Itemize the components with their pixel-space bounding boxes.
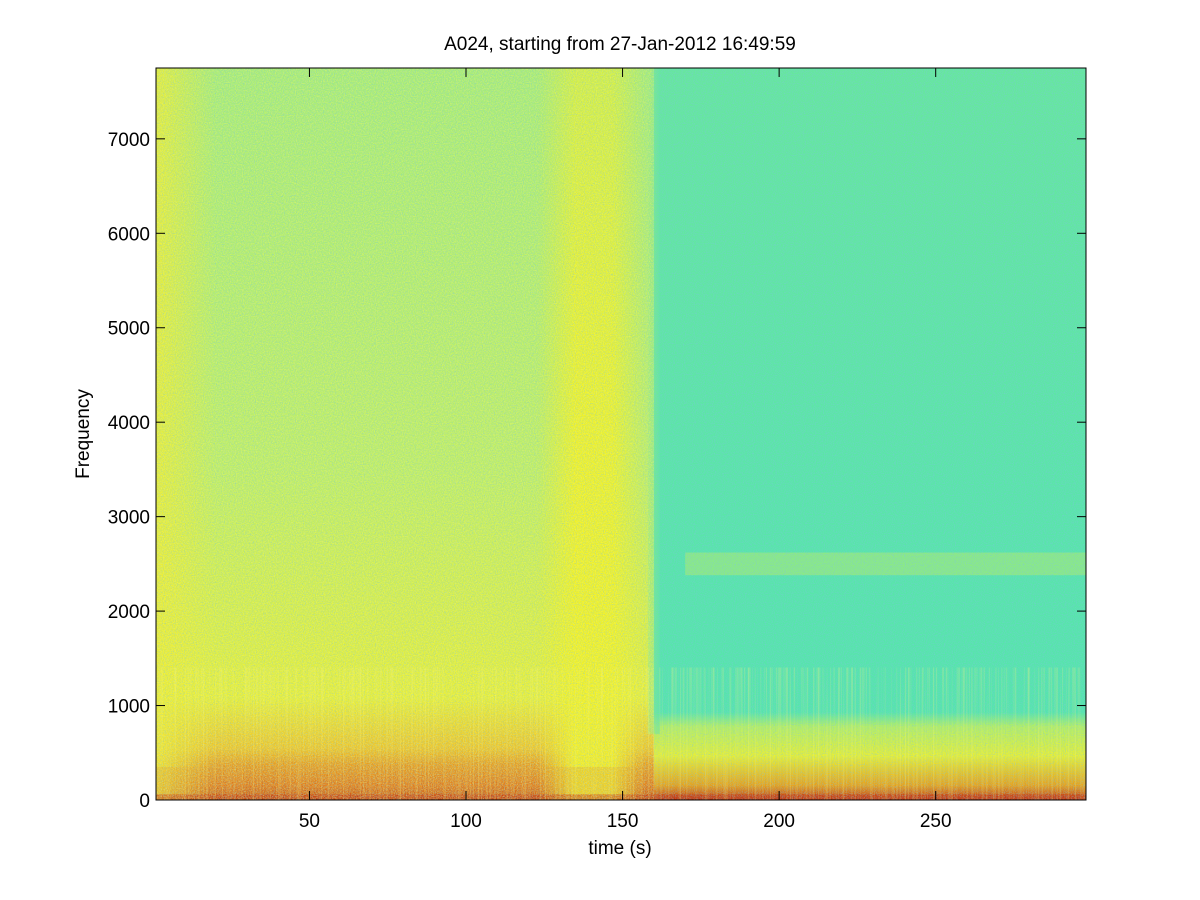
spectrogram-image [156,68,1086,800]
x-tick-label: 200 [763,811,795,832]
x-tick-label: 100 [450,811,482,832]
plot-area [155,67,1087,801]
y-tick-label: 5000 [108,319,150,340]
x-tick-label: 150 [607,811,639,832]
y-tick-label: 2000 [108,602,150,623]
y-tick-label: 1000 [108,697,150,718]
chart-title: A024, starting from 27-Jan-2012 16:49:59 [444,34,796,55]
x-tick-label: 50 [299,811,320,832]
y-axis: 0 1000 2000 3000 4000 5000 6000 7000 [108,130,1086,812]
y-tick-label: 6000 [108,224,150,245]
y-tick-label: 3000 [108,508,150,529]
y-tick-label: 7000 [108,130,150,151]
x-axis-label: time (s) [588,838,651,859]
x-tick-label: 250 [920,811,952,832]
y-tick-label: 4000 [108,413,150,434]
heat-streaks [156,667,1086,800]
y-axis-label: Frequency [73,389,94,479]
y-tick-label: 0 [139,791,150,812]
x-axis: 50 100 150 200 250 [299,68,952,832]
